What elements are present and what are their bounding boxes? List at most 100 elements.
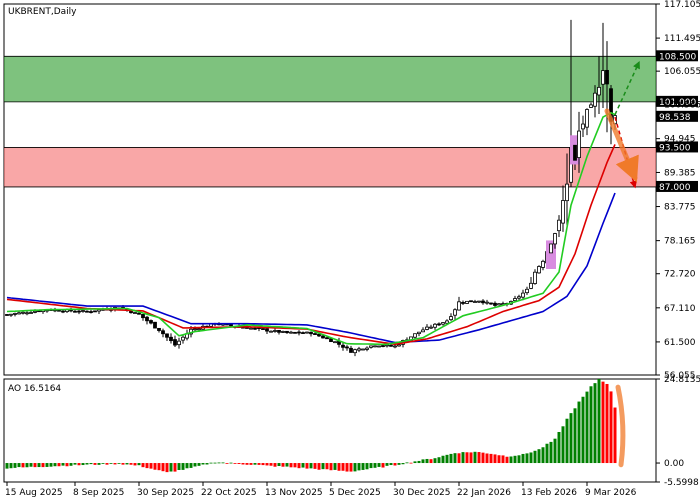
candle-body-70: [285, 330, 289, 334]
ao-bar-38: [157, 463, 161, 471]
ao-bar-121: [489, 453, 493, 464]
ao-bar-114: [461, 452, 465, 464]
ao-bar-5: [25, 463, 29, 468]
ao-bar-117: [473, 451, 477, 464]
ao-bar-110: [445, 454, 449, 464]
candle-body-61: [249, 327, 253, 330]
ao-bar-120: [485, 453, 489, 464]
price-tick-label-2: 106.055: [664, 67, 700, 77]
ao-bar-113: [457, 453, 461, 464]
time-tick-label-9: 9 Mar 2026: [585, 488, 637, 498]
candle-body-105: [425, 326, 429, 330]
ao-bar-16: [69, 463, 73, 466]
candle-body-14: [61, 310, 65, 313]
candle-body-103: [417, 331, 421, 335]
ao-bar-14: [61, 463, 65, 466]
candle-body-104: [421, 329, 425, 333]
ao-bar-28: [117, 463, 121, 464]
candle-body-76: [309, 331, 313, 335]
candle-body-129: [521, 292, 525, 298]
candle-body-131: [529, 282, 533, 289]
ao-bar-111: [449, 453, 453, 464]
ao-bar-146: [589, 386, 593, 464]
ao-bar-89: [361, 463, 365, 470]
ao-bar-0: [5, 463, 9, 469]
ao-bar-72: [293, 463, 297, 468]
ao-bar-88: [357, 463, 361, 471]
candle-body-114: [461, 302, 465, 304]
ao-bar-46: [189, 463, 193, 468]
candle-body-68: [277, 329, 281, 333]
time-tick-label-7: 22 Jan 2026: [457, 488, 511, 498]
ao-bar-131: [529, 452, 533, 464]
ao-bar-40: [165, 463, 169, 473]
ao-bar-123: [497, 455, 501, 464]
candle-body-71: [289, 331, 293, 334]
candle-body-133: [537, 266, 541, 274]
candle-body-78: [317, 333, 321, 337]
chart-title: UKBRENT,Daily: [8, 7, 77, 17]
candle-body-22: [93, 310, 97, 313]
candle-body-56: [229, 324, 233, 327]
ao-bar-18: [77, 463, 81, 466]
ao-bar-60: [245, 463, 249, 465]
ao-bar-42: [173, 463, 177, 472]
time-tick-label-4: 13 Nov 2025: [265, 488, 323, 498]
ao-bar-128: [517, 455, 521, 464]
ao-bar-37: [153, 463, 157, 470]
candle-body-116: [469, 300, 473, 303]
candle-body-120: [485, 301, 489, 304]
ao-panel-frame: [3, 378, 657, 483]
ao-bar-63: [257, 463, 261, 465]
ao-bar-47: [193, 463, 197, 467]
ao-bar-109: [441, 455, 445, 464]
ao-bar-86: [349, 463, 353, 472]
candle-body-118: [477, 300, 481, 303]
candle-body-4: [21, 311, 25, 314]
candle-body-35: [145, 316, 149, 322]
ao-bar-152: [613, 407, 617, 464]
candle-body-6: [29, 312, 33, 314]
candle-body-38: [157, 327, 161, 331]
candle-body-94: [381, 345, 385, 347]
ao-bar-55: [225, 463, 229, 464]
ao-bar-96: [389, 463, 393, 466]
ao-bar-129: [521, 453, 525, 464]
ao-bar-9: [41, 463, 45, 468]
price-tick-label-11: 56.055: [664, 371, 696, 381]
candle-body-148: [597, 86, 601, 96]
time-axis: 15 Aug 2025 8 Sep 2025 30 Sep 2025 22 Oct 2…: [5, 482, 637, 498]
ao-bar-49: [201, 463, 205, 465]
candle-body-17: [73, 310, 77, 313]
candle-body-142: [573, 144, 577, 161]
ao-label: AO 16.5164: [8, 384, 61, 394]
ao-bar-50: [205, 463, 209, 465]
candle-body-119: [481, 300, 485, 304]
ao-bar-90: [365, 463, 369, 470]
ao-bar-93: [377, 463, 381, 467]
ao-bar-118: [477, 452, 481, 464]
ao-bar-134: [541, 447, 545, 464]
ao-bar-84: [341, 463, 345, 471]
ao-bar-94: [381, 463, 385, 468]
ao-bar-100: [405, 462, 409, 464]
candle-body-113: [457, 301, 461, 311]
candle-body-147: [593, 92, 597, 107]
ao-bar-142: [573, 408, 577, 464]
candle-body-48: [197, 328, 201, 331]
ao-bar-26: [109, 463, 113, 464]
ao-bar-41: [169, 463, 173, 472]
candle-body-44: [181, 336, 185, 341]
ao-bar-7: [33, 463, 37, 468]
candle-body-110: [445, 320, 449, 324]
candle-body-82: [333, 341, 337, 344]
price-tick-label-6: 83.775: [664, 203, 696, 213]
candle-body-96: [389, 344, 393, 347]
ao-bar-92: [373, 463, 377, 468]
candle-body-149: [601, 70, 605, 85]
ao-bar-78: [317, 463, 321, 470]
candle-body-112: [453, 309, 457, 316]
ao-bar-139: [561, 426, 565, 464]
ao-bar-77: [313, 463, 317, 469]
